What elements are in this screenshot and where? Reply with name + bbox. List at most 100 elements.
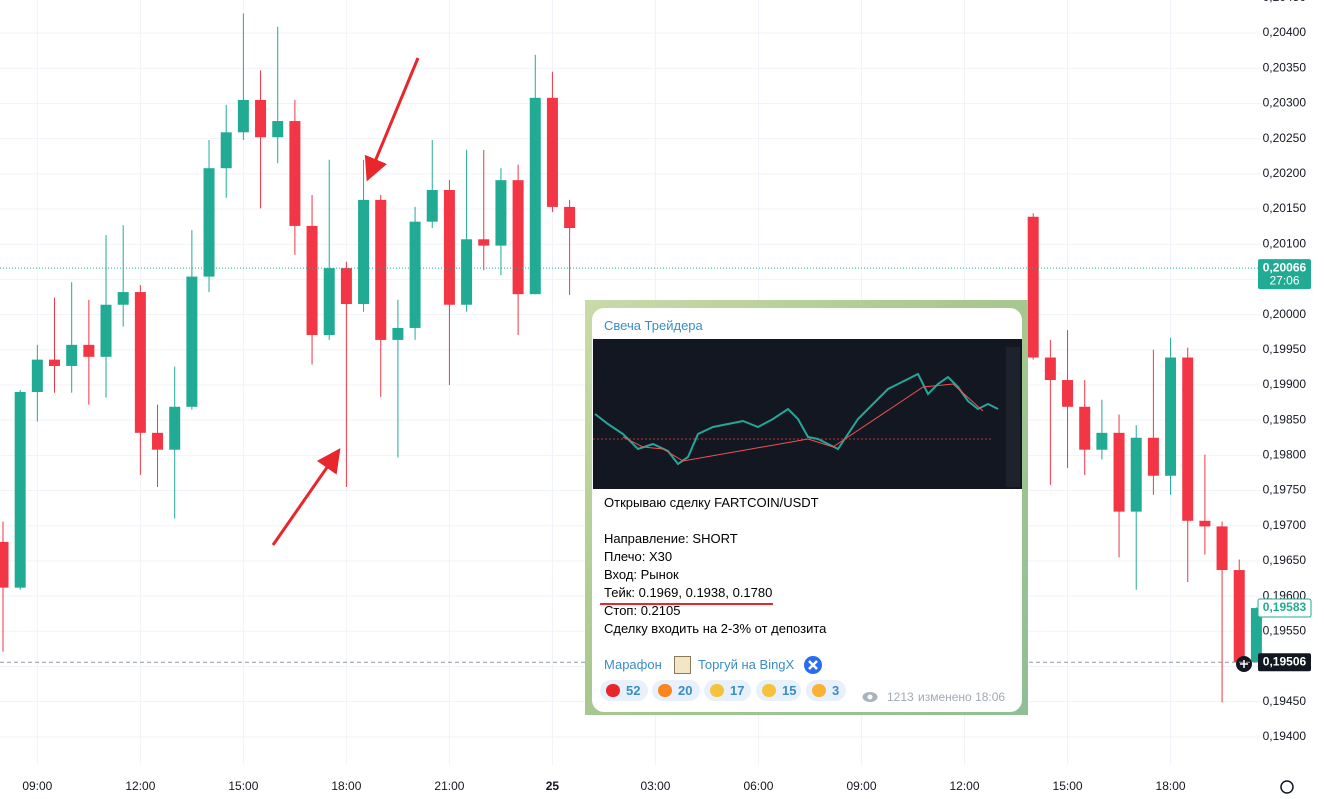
candle-body xyxy=(169,406,181,450)
candle-body xyxy=(220,132,232,169)
reaction-count: 20 xyxy=(678,683,693,698)
y-tick-label: 0,20200 xyxy=(1263,166,1307,180)
candle-body xyxy=(461,239,473,305)
x-tick-label: 06:00 xyxy=(743,779,773,793)
x-tick-label: 12:00 xyxy=(950,779,980,793)
price-tag-countdown: 27:06 xyxy=(1269,273,1299,287)
candle-body xyxy=(323,268,335,335)
candle-body xyxy=(512,180,524,295)
candle-body xyxy=(83,344,95,357)
reaction[interactable]: 15 xyxy=(756,680,801,701)
message-card: Свеча Трейдера Открываю сделку FARTCOIN/… xyxy=(585,300,1028,715)
memo-icon xyxy=(674,656,691,674)
x-tick-label: 21:00 xyxy=(434,779,464,793)
y-tick-label: 0,19650 xyxy=(1263,553,1307,567)
y-tick-label: 0,19950 xyxy=(1263,342,1307,356)
reaction-count: 15 xyxy=(782,683,797,698)
reaction[interactable]: 3 xyxy=(806,680,846,701)
candle-body xyxy=(272,121,284,138)
annotations xyxy=(271,57,1294,794)
candle-body xyxy=(1113,432,1125,512)
channel-name[interactable]: Свеча Трейдера xyxy=(604,318,703,333)
edited: изменено 18:06 xyxy=(918,690,1006,704)
candle-body xyxy=(1182,357,1194,521)
price-tag xyxy=(1257,598,1312,618)
message-line: Стоп: 0.2105 xyxy=(604,603,681,618)
y-tick-label: 0,19900 xyxy=(1263,377,1307,391)
y-tick-label: 0,19450 xyxy=(1263,694,1307,708)
message-line: Направление: SHORT xyxy=(604,531,738,546)
price-tag xyxy=(1258,259,1311,290)
candle-body xyxy=(1147,437,1159,476)
x-tick-label: 18:00 xyxy=(1156,779,1186,793)
reaction-count: 17 xyxy=(730,683,745,698)
x-tick-label: 18:00 xyxy=(331,779,361,793)
candle-body xyxy=(1233,570,1245,663)
candle-body xyxy=(495,180,507,246)
views-icon xyxy=(862,692,878,702)
candle-body xyxy=(306,225,318,335)
candle-body xyxy=(203,168,215,277)
y-tick-label: 0,19850 xyxy=(1263,412,1307,426)
candle-body xyxy=(1130,437,1142,512)
y-tick-label: 0,19800 xyxy=(1263,448,1307,462)
candle-body xyxy=(14,392,26,588)
candle-body xyxy=(117,292,129,305)
candle-body xyxy=(546,97,558,207)
y-tick-label: 0,19700 xyxy=(1263,518,1307,532)
y-tick-label: 0,20300 xyxy=(1263,96,1307,110)
y-tick-label: 0,19400 xyxy=(1263,729,1307,743)
candle-body xyxy=(1165,357,1177,476)
arrow xyxy=(271,448,341,546)
reaction[interactable]: 17 xyxy=(704,680,751,701)
candle-body xyxy=(100,304,112,357)
candle-body xyxy=(409,221,421,328)
candle-body xyxy=(31,359,43,393)
candle-body xyxy=(186,276,198,407)
candle-body xyxy=(152,432,164,450)
y-tick-label: 0,20100 xyxy=(1263,236,1307,250)
candle-body xyxy=(1096,432,1108,450)
x-tick-label: 09:00 xyxy=(846,779,876,793)
candle-body xyxy=(426,190,438,222)
message-line: Вход: Рынок xyxy=(604,567,679,582)
candle-body xyxy=(49,359,61,366)
candle-body xyxy=(1062,380,1074,407)
x-tick-label: 03:00 xyxy=(640,779,670,793)
message-line: Открываю сделку FARTCOIN/USDT xyxy=(604,495,819,510)
settings-icon[interactable] xyxy=(1280,780,1294,794)
y-tick-label: 0,20450 xyxy=(1263,0,1307,4)
price-tag-label: 0,19583 xyxy=(1263,600,1307,614)
y-tick-label: 0,20400 xyxy=(1263,25,1307,39)
x-tick-label: 12:00 xyxy=(125,779,155,793)
price-tag-label: 0,20066 xyxy=(1263,260,1307,274)
bingx-icon xyxy=(804,656,822,674)
message-image xyxy=(593,339,1022,489)
reaction-count: 3 xyxy=(832,683,840,698)
candle-body xyxy=(478,239,490,246)
link[interactable]: Торгуй на BingX xyxy=(698,657,795,672)
reaction[interactable]: 52 xyxy=(600,680,648,701)
candle-body xyxy=(0,541,9,588)
candle-body xyxy=(1027,216,1039,358)
candle-body xyxy=(1044,357,1056,381)
candle-body xyxy=(1216,526,1228,571)
candle-body xyxy=(255,99,267,138)
plus-icon xyxy=(1240,660,1248,668)
candle-body xyxy=(289,121,301,226)
arrow xyxy=(364,57,420,182)
message-line: Сделку входить на 2-3% от депозита xyxy=(604,621,827,636)
x-tick-label: 25 xyxy=(546,779,560,793)
views: 1213 xyxy=(887,690,914,704)
reaction[interactable]: 20 xyxy=(652,680,700,701)
candle-body xyxy=(1199,520,1211,527)
candle-body xyxy=(443,190,455,305)
candle-body xyxy=(529,97,541,295)
underline xyxy=(600,603,773,605)
candle-body xyxy=(375,199,387,340)
candle-body xyxy=(358,199,370,305)
message-line: Плечо: X30 xyxy=(604,549,673,564)
link[interactable]: Марафон xyxy=(604,657,662,672)
